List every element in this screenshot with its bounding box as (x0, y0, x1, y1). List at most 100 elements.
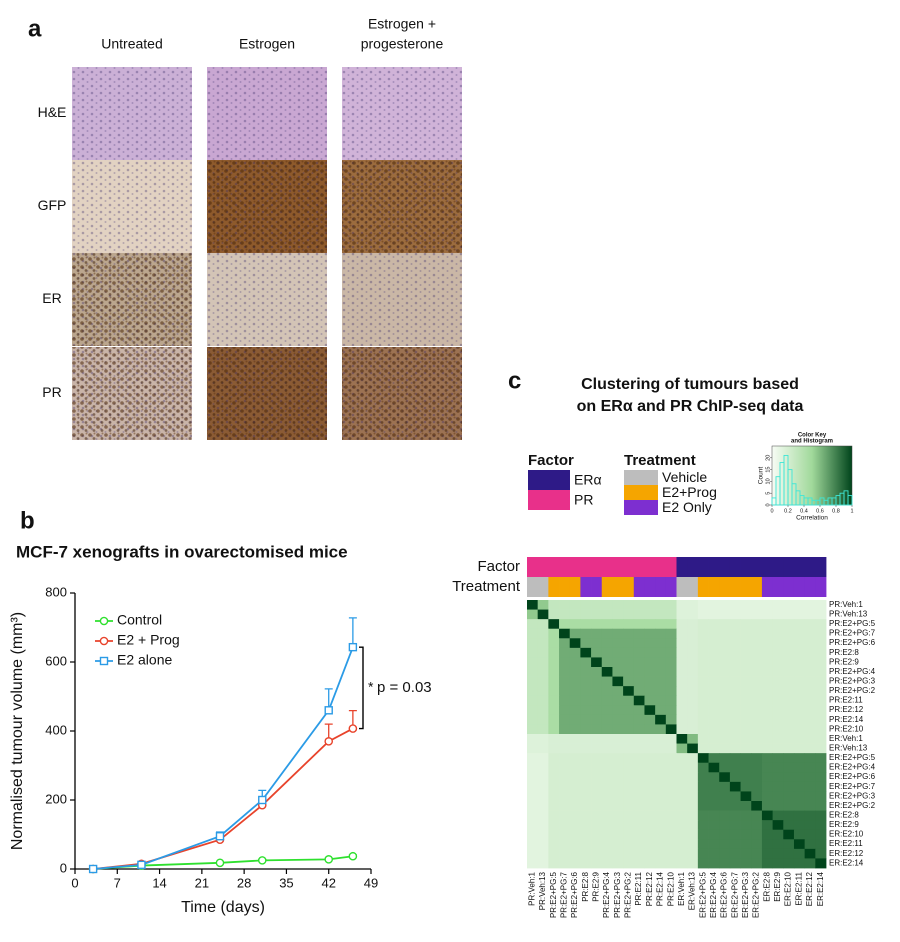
heatmap-cell (676, 743, 688, 754)
heatmap-cell (793, 820, 806, 831)
heatmap-cell (697, 829, 709, 840)
row-label: ER:E2+PG:4 (829, 763, 876, 772)
heatmap-cell (527, 714, 539, 725)
heatmap-cell (612, 810, 624, 821)
heatmap-cell (783, 686, 795, 697)
heatmap-cell (804, 743, 816, 754)
heatmap-cell (644, 762, 656, 773)
micrograph-texture (72, 160, 192, 253)
heatmap-cell (804, 801, 816, 811)
heatmap-cell (676, 619, 688, 630)
heatmap-cell (740, 772, 752, 783)
heatmap-cell (676, 695, 688, 706)
heatmap-cell (559, 734, 571, 744)
heatmap-cell (644, 619, 656, 630)
heatmap-cell (612, 762, 624, 773)
heatmap-cell (687, 801, 699, 811)
row-label: ER:E2:10 (829, 830, 864, 839)
heatmap-cell (537, 647, 549, 658)
annotation-cell (633, 577, 645, 597)
heatmap-cell (655, 667, 667, 677)
heatmap-cell (751, 714, 763, 725)
heatmap-cell (772, 600, 784, 610)
heatmap-cell (601, 705, 613, 716)
heatmap-cell (772, 647, 784, 658)
heatmap-cell (793, 801, 806, 811)
heatmap-cell (591, 724, 603, 735)
heatmap-cell (740, 695, 752, 706)
legend-marker (99, 636, 109, 646)
heatmap-cell (569, 801, 581, 811)
heatmap-cell (591, 772, 603, 783)
heatmap-cell (751, 628, 763, 639)
heatmap-cell (559, 600, 571, 610)
legend-label: E2+Prog (662, 484, 717, 500)
column-label: PR:E2:11 (634, 871, 643, 905)
column-label: ER:E2+PG:7 (730, 871, 739, 918)
legend-label: E2 alone (117, 652, 172, 668)
heatmap-cell (751, 772, 763, 783)
heatmap-cell (537, 609, 549, 620)
heatmap-cell (804, 820, 816, 831)
heatmap-cell (729, 743, 741, 754)
heatmap-cell (793, 848, 806, 859)
heatmap-cell (708, 810, 720, 821)
heatmap-cell (655, 619, 667, 630)
heatmap-cell (751, 686, 763, 697)
column-label: PR:E2+PG:7 (559, 871, 568, 918)
annotation-cell (772, 557, 784, 577)
annotation-cell (623, 577, 635, 597)
heatmap-cell (633, 695, 645, 706)
heatmap-cell (655, 734, 667, 744)
heatmap-cell (804, 753, 816, 764)
heatmap-cell (676, 638, 688, 649)
heatmap-cell (612, 820, 624, 831)
heatmap-cell (783, 667, 795, 677)
heatmap-cell (580, 801, 592, 811)
heatmap-cell (708, 676, 720, 687)
heatmap-cell (687, 858, 699, 869)
heatmap-cell (527, 848, 539, 859)
annotation-cell (793, 557, 806, 577)
heatmap-cell (740, 705, 752, 716)
heatmap-cell (537, 810, 549, 821)
heatmap-cell (687, 848, 699, 859)
heatmap-cell (783, 762, 795, 773)
y-tick-label: 800 (45, 584, 67, 599)
heatmap-cell (761, 829, 774, 840)
heatmap-cell (612, 705, 624, 716)
row-label: PR:Veh:13 (829, 609, 868, 618)
heatmap-cell (761, 657, 774, 668)
heatmap-cell (559, 676, 571, 687)
row-label: PR:E2+PG:6 (829, 638, 876, 647)
column-label: ER:E2:10 (784, 871, 793, 906)
heatmap-cell (612, 829, 624, 840)
heatmap-cell (719, 762, 731, 773)
heatmap-cell (548, 705, 560, 716)
heatmap-cell (665, 619, 677, 630)
heatmap-cell (783, 638, 795, 649)
heatmap-cell (697, 600, 709, 610)
heatmap-cell (793, 829, 806, 840)
key-x-tick-label: 0 (770, 508, 773, 514)
annotation-cell (580, 577, 592, 597)
heatmap-cell (804, 695, 816, 706)
heatmap-cell (612, 858, 624, 869)
panel-a: Untreated Estrogen Estrogen + progesterone H… (38, 16, 462, 440)
heatmap-cell (783, 820, 795, 831)
heatmap-cell (601, 801, 613, 811)
heatmap-cell (772, 676, 784, 687)
annotation-cell (644, 577, 656, 597)
heatmap-title: Clustering of tumours based (581, 376, 799, 393)
heatmap-cell (697, 753, 709, 764)
heatmap-cell (548, 628, 560, 639)
heatmap-cell (559, 772, 571, 783)
heatmap-cell (665, 686, 677, 697)
heatmap-cell (559, 829, 571, 840)
heatmap-cell (772, 667, 784, 677)
heatmap-cell (548, 858, 560, 869)
heatmap-cell (740, 686, 752, 697)
annotation-cell (665, 557, 677, 577)
heatmap-cell (527, 791, 539, 802)
heatmap-cell (527, 801, 539, 811)
